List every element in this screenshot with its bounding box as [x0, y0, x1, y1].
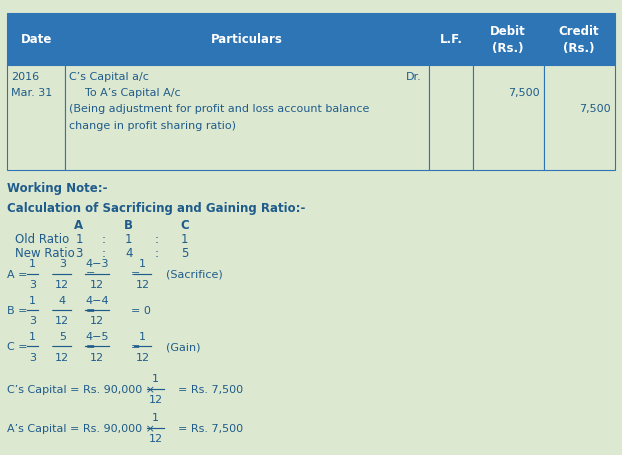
Bar — [473, 66, 544, 171]
Text: A’s Capital = Rs. 90,000 ×: A’s Capital = Rs. 90,000 × — [7, 423, 156, 433]
Text: L.F.: L.F. — [440, 33, 462, 46]
Text: =: = — [86, 269, 95, 279]
Text: :: : — [155, 247, 159, 260]
Text: 1: 1 — [29, 295, 36, 305]
Text: Working Note:-: Working Note:- — [7, 182, 108, 195]
Text: 12: 12 — [90, 352, 104, 362]
Text: 7,500: 7,500 — [508, 88, 540, 98]
Text: C: C — [180, 218, 189, 232]
Text: 5: 5 — [58, 331, 66, 341]
Text: New Ratio: New Ratio — [15, 247, 75, 260]
Text: C’s Capital = Rs. 90,000 ×: C’s Capital = Rs. 90,000 × — [7, 384, 156, 394]
Text: 3: 3 — [58, 258, 66, 268]
Text: 4−3: 4−3 — [85, 258, 109, 268]
Text: :: : — [102, 233, 106, 246]
Text: B =: B = — [7, 305, 28, 315]
Text: Date: Date — [21, 33, 52, 46]
Text: 12: 12 — [136, 352, 149, 362]
Text: 5: 5 — [181, 247, 188, 260]
Text: =: = — [86, 305, 95, 315]
Bar — [473, 14, 544, 66]
Bar — [65, 66, 429, 171]
Text: :: : — [102, 247, 106, 260]
Text: 4−4: 4−4 — [85, 295, 109, 305]
Text: 1: 1 — [181, 233, 188, 246]
Text: 12: 12 — [149, 433, 162, 443]
Text: =: = — [86, 342, 95, 352]
Bar — [65, 14, 429, 66]
Text: 12: 12 — [90, 279, 104, 289]
Text: (Sacrifice): (Sacrifice) — [166, 269, 223, 279]
Text: 12: 12 — [90, 316, 104, 326]
Text: −: − — [51, 305, 60, 315]
Text: C =: C = — [7, 342, 28, 352]
Text: 2016: 2016 — [11, 71, 39, 81]
Text: 1: 1 — [29, 331, 36, 341]
Text: =: = — [131, 342, 141, 352]
Text: = Rs. 7,500: = Rs. 7,500 — [178, 423, 243, 433]
Text: 1: 1 — [139, 258, 146, 268]
Text: 1: 1 — [152, 374, 159, 384]
Text: 3: 3 — [29, 316, 36, 326]
Text: 7,500: 7,500 — [579, 104, 611, 114]
Text: −: − — [51, 342, 60, 352]
Text: 3: 3 — [29, 279, 36, 289]
Bar — [429, 14, 473, 66]
Bar — [7, 14, 65, 66]
Text: B: B — [124, 218, 133, 232]
Bar — [544, 66, 615, 171]
Text: 12: 12 — [55, 352, 69, 362]
Text: Calculation of Sacrificing and Gaining Ratio:-: Calculation of Sacrificing and Gaining R… — [7, 201, 306, 214]
Text: 1: 1 — [152, 412, 159, 422]
Text: C’s Capital a/c: C’s Capital a/c — [69, 71, 149, 81]
Text: 12: 12 — [55, 316, 69, 326]
Text: = 0: = 0 — [131, 305, 151, 315]
Text: =: = — [131, 269, 141, 279]
Text: Mar. 31: Mar. 31 — [11, 88, 52, 98]
Text: 1: 1 — [139, 331, 146, 341]
Text: 3: 3 — [75, 247, 83, 260]
Text: 12: 12 — [55, 279, 69, 289]
Bar — [544, 14, 615, 66]
Text: 4−5: 4−5 — [85, 331, 109, 341]
Text: Dr.: Dr. — [406, 71, 422, 81]
Text: A: A — [75, 218, 83, 232]
Bar — [7, 66, 65, 171]
Text: 1: 1 — [29, 258, 36, 268]
Text: 1: 1 — [75, 233, 83, 246]
Text: 3: 3 — [29, 352, 36, 362]
Text: (Gain): (Gain) — [166, 342, 200, 352]
Text: :: : — [155, 233, 159, 246]
Text: A =: A = — [7, 269, 28, 279]
Text: 12: 12 — [136, 279, 149, 289]
Text: Particulars: Particulars — [211, 33, 283, 46]
Text: change in profit sharing ratio): change in profit sharing ratio) — [69, 121, 236, 131]
Text: (Being adjustment for profit and loss account balance: (Being adjustment for profit and loss ac… — [69, 104, 369, 114]
Text: 4: 4 — [125, 247, 132, 260]
Text: Credit
(Rs.): Credit (Rs.) — [559, 25, 600, 55]
Text: −: − — [51, 269, 60, 279]
Text: To A’s Capital A/c: To A’s Capital A/c — [85, 88, 180, 98]
Text: 1: 1 — [125, 233, 132, 246]
Bar — [429, 66, 473, 171]
Text: = Rs. 7,500: = Rs. 7,500 — [178, 384, 243, 394]
Text: Old Ratio: Old Ratio — [15, 233, 69, 246]
Text: 12: 12 — [149, 394, 162, 404]
Text: 4: 4 — [58, 295, 66, 305]
Text: Debit
(Rs.): Debit (Rs.) — [490, 25, 526, 55]
